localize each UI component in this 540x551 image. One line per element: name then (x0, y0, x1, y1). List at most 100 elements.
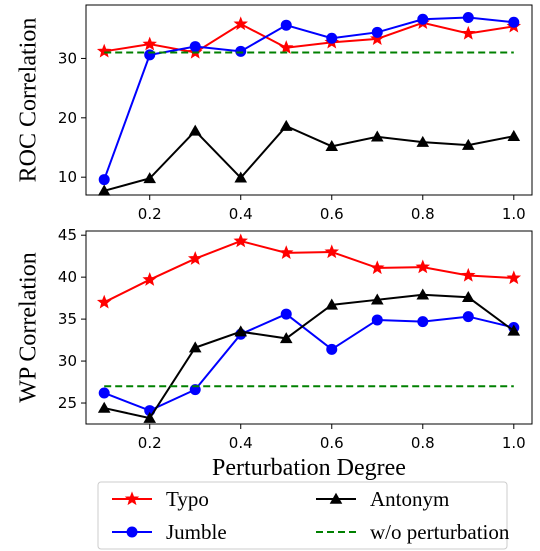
chart-panel-1: 0.2 0.4 0.6 0.8 1.0 10 20 30 ROC Correlation (16, 4, 533, 223)
y-axis-label: ROC Correlation (16, 18, 42, 183)
legend-item: Jumble (112, 520, 227, 544)
x-tick-label: 0.8 (411, 434, 435, 452)
legend-marker (329, 492, 343, 504)
legend-item: Antonym (316, 487, 449, 511)
series-line (103, 312, 515, 412)
plot-frame (85, 4, 533, 196)
data-point (235, 45, 247, 57)
series-typo (96, 233, 522, 309)
series-antonym (97, 288, 521, 423)
data-point (233, 233, 248, 248)
y-tick-label: 20 (58, 109, 77, 127)
legend: Typo Antonym Jumble w/o perturbation (97, 481, 510, 550)
data-point (280, 308, 292, 320)
x-tick-label: 0.6 (320, 434, 344, 452)
x-tick-label: 0.8 (411, 205, 435, 223)
data-point (98, 387, 110, 399)
legend-marker (126, 526, 138, 538)
data-point (462, 11, 474, 23)
data-point (188, 341, 202, 353)
x-tick-label: 0.4 (229, 434, 253, 452)
data-point (234, 325, 248, 337)
data-point (96, 43, 112, 58)
data-point (462, 311, 474, 323)
data-point (97, 401, 111, 413)
data-point (326, 32, 338, 44)
data-point (189, 41, 201, 53)
x-tick-label: 0.4 (229, 205, 253, 223)
data-point (144, 49, 156, 61)
legend-box (97, 481, 508, 550)
data-point (417, 13, 429, 25)
data-point (143, 172, 157, 184)
series-antonym (97, 119, 521, 196)
data-point (461, 25, 476, 40)
y-tick-label: 40 (58, 268, 77, 286)
data-point (142, 36, 157, 51)
data-point (325, 298, 339, 310)
data-point (96, 294, 112, 309)
data-point (279, 332, 293, 344)
data-point (371, 314, 383, 326)
data-point (371, 26, 383, 38)
series-jumble (98, 11, 520, 186)
data-point (326, 343, 338, 355)
legend-marker (124, 491, 140, 506)
data-point (370, 130, 384, 142)
data-point (507, 129, 521, 141)
series-line (103, 16, 514, 180)
data-point (279, 245, 294, 259)
data-point (234, 171, 248, 183)
data-point (461, 138, 475, 150)
series-line (103, 293, 515, 420)
data-point (416, 135, 430, 147)
data-point (98, 174, 110, 186)
data-point (370, 293, 384, 305)
legend-label: Jumble (166, 520, 227, 544)
data-point (370, 260, 385, 275)
data-point (508, 16, 520, 28)
data-point (417, 316, 429, 328)
legend-item: w/o perturbation (316, 520, 510, 544)
legend-label: Antonym (370, 487, 449, 511)
data-point (325, 140, 339, 152)
data-point (188, 124, 202, 136)
plot-frame (85, 230, 533, 425)
data-point (279, 119, 293, 131)
y-tick-label: 45 (58, 226, 77, 244)
y-axis-label: WP Correlation (16, 252, 42, 402)
y-tick-label: 10 (58, 168, 77, 186)
y-tick-label: 25 (58, 394, 77, 412)
series-line (104, 21, 514, 54)
x-tick-label: 0.6 (320, 205, 344, 223)
data-point (370, 31, 385, 45)
series-line (103, 124, 514, 192)
x-tick-label: 0.2 (138, 205, 162, 223)
legend-label: Typo (166, 487, 209, 511)
data-point (461, 267, 476, 282)
data-point (507, 324, 521, 336)
x-tick-label: 1.0 (502, 205, 526, 223)
data-point (142, 272, 157, 286)
y-tick-label: 30 (58, 49, 77, 67)
x-tick-label: 1.0 (502, 434, 526, 452)
data-point (143, 411, 157, 423)
data-point (280, 19, 292, 31)
chart-panel-2: 0.2 0.4 0.6 0.8 1.0 25 30 35 40 45 WP Correlation P… (16, 226, 533, 481)
legend-item: Typo (112, 487, 209, 511)
data-point (506, 270, 522, 285)
data-point (187, 251, 203, 265)
data-point (461, 290, 475, 303)
data-point (416, 288, 430, 300)
y-tick-label: 30 (58, 352, 77, 370)
x-tick-label: 0.2 (138, 434, 162, 452)
series-line (103, 240, 514, 304)
data-point (415, 259, 431, 274)
data-point (97, 184, 111, 196)
data-point (324, 244, 339, 259)
data-point (233, 16, 248, 31)
legend-label: w/o perturbation (370, 520, 510, 544)
x-axis-label: Perturbation Degree (212, 455, 406, 481)
y-tick-label: 35 (58, 310, 77, 328)
